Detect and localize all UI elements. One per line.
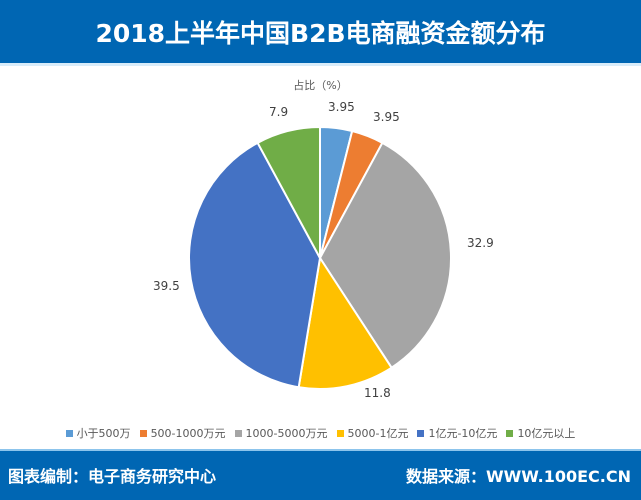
pie-chart bbox=[188, 125, 452, 390]
pie-slice bbox=[188, 141, 322, 389]
legend-label: 小于500万 bbox=[76, 427, 131, 440]
legend-swatch-icon bbox=[139, 429, 147, 437]
legend-swatch-icon bbox=[417, 429, 425, 437]
pie-slice bbox=[256, 125, 321, 259]
legend-label: 1亿元-10亿元 bbox=[428, 427, 498, 440]
footer-credit: 图表编制：电子商务研究中心 bbox=[8, 467, 217, 486]
legend-label: 500-1000万元 bbox=[150, 427, 226, 440]
pie-slice bbox=[318, 141, 452, 370]
legend-swatch-icon bbox=[65, 429, 73, 437]
data-label-1: 3.95 bbox=[373, 110, 400, 124]
chart-title: 2018上半年中国B2B电商融资金额分布 bbox=[95, 18, 546, 48]
legend-item: 500-1000万元 bbox=[139, 425, 226, 441]
legend-item: 10亿元以上 bbox=[506, 425, 575, 441]
title-bar: 2018上半年中国B2B电商融资金额分布 bbox=[0, 0, 641, 63]
footer-source: 数据来源：WWW.100EC.CN bbox=[405, 467, 631, 486]
data-label-2: 32.9 bbox=[467, 236, 494, 250]
legend-swatch-icon bbox=[234, 429, 242, 437]
data-label-4: 39.5 bbox=[153, 279, 180, 293]
legend-label: 10亿元以上 bbox=[517, 427, 576, 440]
legend-swatch-icon bbox=[336, 429, 344, 437]
legend-label: 1000-5000万元 bbox=[245, 427, 328, 440]
data-label-3: 11.8 bbox=[364, 386, 391, 400]
footer-divider bbox=[0, 449, 641, 451]
legend-item: 1亿元-10亿元 bbox=[417, 425, 497, 441]
pie-slice bbox=[297, 255, 393, 390]
legend-swatch-icon bbox=[506, 429, 514, 437]
footer-bar: 图表编制：电子商务研究中心 数据来源：WWW.100EC.CN bbox=[0, 451, 641, 500]
data-label-5: 7.9 bbox=[269, 105, 289, 119]
data-label-0: 3.95 bbox=[328, 100, 355, 114]
legend-item: 5000-1亿元 bbox=[336, 425, 409, 441]
chart-legend: 小于500万 500-1000万元 1000-5000万元 5000-1亿元 1… bbox=[0, 425, 641, 441]
legend-item: 小于500万 bbox=[65, 425, 131, 441]
legend-label: 5000-1亿元 bbox=[347, 427, 409, 440]
chart-subtitle: 占比（%） bbox=[293, 79, 348, 92]
header-divider bbox=[0, 63, 641, 66]
legend-item: 1000-5000万元 bbox=[234, 425, 328, 441]
